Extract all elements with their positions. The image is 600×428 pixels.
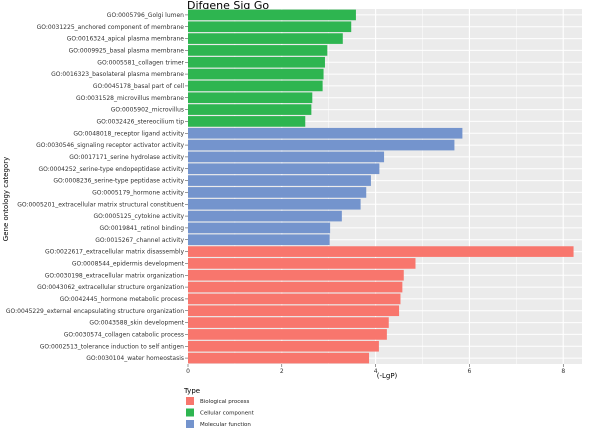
category-label: GO:0030104_water homeostasis [86, 355, 184, 362]
category-label: GO:0031225_anchored component of membran… [37, 24, 185, 31]
category-label: GO:0008544_epidermis development [72, 260, 185, 267]
bar [188, 151, 385, 163]
category-label: GO:0043588_skin development [89, 320, 184, 327]
category-label: GO:0008236_serine-type peptidase activit… [53, 178, 184, 185]
bar [188, 56, 325, 68]
x-tick-label: 6 [468, 368, 472, 375]
bar [188, 116, 306, 127]
bar [188, 234, 330, 246]
x-tick-label: 2 [280, 368, 284, 375]
category-label: GO:0015267_channel activity [95, 237, 184, 244]
legend-label: Molecular function [200, 422, 251, 428]
bar [188, 210, 342, 222]
bar [188, 317, 389, 328]
bar [188, 104, 312, 115]
x-axis-ticks: 0 2 4 6 8 [186, 364, 565, 375]
legend-label: Biological process [200, 399, 250, 405]
category-label: GO:0042445_hormone metabolic process [60, 296, 184, 303]
bar [188, 45, 328, 56]
category-label: GO:0045178_basal part of cell [93, 83, 184, 90]
category-label: GO:0022617_extracellular matrix disassem… [45, 249, 184, 256]
category-label: GO:0017171_serine hydrolase activity [69, 154, 184, 161]
bar [188, 281, 403, 293]
category-label: GO:0043062_extracellular structure organ… [37, 284, 184, 291]
category-label: GO:0031528_microvillus membrane [76, 95, 184, 102]
bar [188, 329, 387, 340]
x-tick-label: 4 [374, 368, 378, 375]
legend-swatch [186, 420, 194, 428]
x-tick-label: 0 [186, 368, 190, 375]
x-axis-title: (-LgP) [377, 372, 398, 380]
bar [188, 340, 379, 352]
category-label: GO:0005902_microvillus [111, 107, 184, 114]
bar [188, 139, 455, 151]
category-label: GO:0004252_serine-type endopeptidase act… [38, 166, 184, 173]
category-label: GO:0005581_collagen trimer [97, 59, 184, 66]
legend-label: Cellular component [200, 411, 255, 417]
category-label: GO:0016324_apical plasma membrane [67, 36, 185, 43]
bar [188, 352, 370, 364]
category-label: GO:0048018_receptor ligand activity [73, 130, 184, 137]
bar [188, 163, 380, 175]
bar [188, 80, 323, 92]
bar [188, 9, 356, 21]
category-label: GO:0005125_cytokine activity [93, 213, 184, 220]
category-label: GO:0002513_tolerance induction to self a… [40, 343, 184, 350]
bar [188, 68, 324, 80]
x-tick-label: 8 [561, 368, 565, 375]
bars-group [188, 9, 574, 364]
category-label: GO:0005201_extracellular matrix structur… [17, 201, 184, 208]
category-label: GO:0019841_retinol binding [100, 225, 185, 232]
legend-swatch [186, 397, 194, 405]
category-label: GO:0005796_Golgi lumen [107, 12, 184, 19]
bar [188, 198, 361, 210]
category-label: GO:0030198_extracellular matrix organiza… [45, 272, 184, 279]
legend-swatch [186, 408, 194, 417]
bar [188, 21, 352, 33]
bar [188, 187, 367, 198]
legend-title: Type [183, 387, 200, 395]
y-axis-title: Gene ontology category [2, 157, 10, 241]
bar [188, 269, 404, 281]
category-label: GO:0045229_external encapsulating struct… [6, 308, 184, 315]
bar [188, 33, 343, 44]
category-label: GO:0030574_collagen catabolic process [64, 331, 184, 338]
category-labels: GO:0005796_Golgi lumen GO:0031225_anchore… [6, 12, 188, 362]
category-label: GO:0009925_basal plasma membrane [69, 47, 185, 54]
bar [188, 222, 331, 234]
category-label: GO:0005179_hormone activity [92, 189, 184, 196]
legend: Type Biological process Cellular componen… [183, 387, 255, 428]
bar [188, 175, 371, 186]
category-label: GO:0032426_stereocilium tip [96, 118, 184, 125]
bar [188, 92, 313, 104]
bar [188, 293, 401, 305]
bar [188, 258, 416, 269]
category-label: GO:0030546_signaling receptor activator … [36, 142, 184, 149]
bar [188, 127, 463, 139]
bar [188, 305, 400, 317]
bar [188, 246, 574, 257]
category-label: GO:0016323_basolateral plasma membrane [51, 71, 184, 78]
